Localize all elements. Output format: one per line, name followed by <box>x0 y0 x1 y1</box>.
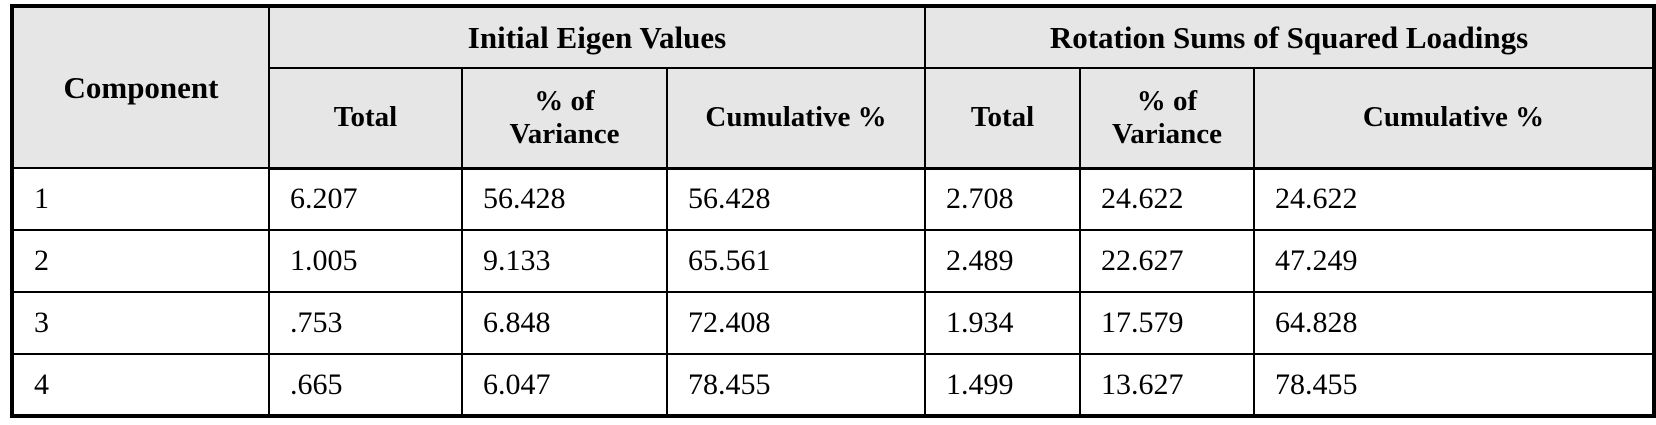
subheader-initial-total: Total <box>268 67 463 170</box>
cell-rotation-cumulative: 24.622 <box>1253 167 1656 231</box>
table-row: 2 1.005 9.133 65.561 2.489 22.627 47.249 <box>11 229 1656 293</box>
subheader-initial-cumulative: Cumulative % <box>665 67 927 170</box>
cell-rotation-cumulative: 64.828 <box>1253 291 1656 355</box>
eigen-values-table: Component Initial Eigen Values Rotation … <box>10 4 1656 418</box>
cell-rotation-total: 2.708 <box>924 167 1082 231</box>
cell-initial-pct-variance: 9.133 <box>461 229 668 293</box>
subheader-rotation-cumulative: Cumulative % <box>1253 67 1656 170</box>
cell-initial-pct-variance: 6.047 <box>461 353 668 417</box>
component-column-header: Component <box>11 5 270 169</box>
table-row: 1 6.207 56.428 56.428 2.708 24.622 24.62… <box>11 167 1656 231</box>
group-header-rotation-sums: Rotation Sums of Squared Loadings <box>924 5 1656 69</box>
cell-rotation-pct-variance: 17.579 <box>1079 291 1256 355</box>
table-body: 1 6.207 56.428 56.428 2.708 24.622 24.62… <box>11 167 1656 417</box>
cell-component: 1 <box>11 167 270 231</box>
group-header-row: Component Initial Eigen Values Rotation … <box>11 5 1656 169</box>
cell-rotation-pct-variance: 13.627 <box>1079 353 1256 417</box>
table-row: 3 .753 6.848 72.408 1.934 17.579 64.828 <box>11 291 1656 355</box>
cell-rotation-cumulative: 47.249 <box>1253 229 1656 293</box>
subheader-rotation-pct-variance: % of Variance <box>1079 67 1256 170</box>
cell-rotation-pct-variance: 22.627 <box>1079 229 1256 293</box>
cell-rotation-cumulative: 78.455 <box>1253 353 1656 417</box>
cell-initial-pct-variance: 6.848 <box>461 291 668 355</box>
group-header-initial-eigen-values: Initial Eigen Values <box>267 5 927 69</box>
cell-initial-total: 1.005 <box>268 229 463 293</box>
cell-initial-cumulative: 72.408 <box>665 291 927 355</box>
cell-component: 2 <box>11 229 270 293</box>
cell-rotation-total: 1.934 <box>924 291 1082 355</box>
cell-initial-cumulative: 65.561 <box>665 229 927 293</box>
subheader-initial-pct-variance: % of Variance <box>461 67 668 170</box>
cell-initial-total: 6.207 <box>268 167 463 231</box>
sub-header-row: Total % of Variance Cumulative % Total %… <box>12 67 1656 170</box>
table-header: Component Initial Eigen Values Rotation … <box>11 5 1656 170</box>
cell-initial-pct-variance: 56.428 <box>461 167 668 231</box>
cell-initial-total: .753 <box>268 291 463 355</box>
cell-initial-cumulative: 78.455 <box>665 353 927 417</box>
cell-rotation-total: 2.489 <box>924 229 1082 293</box>
cell-component: 4 <box>11 353 270 417</box>
cell-initial-cumulative: 56.428 <box>665 167 927 231</box>
subheader-rotation-total: Total <box>924 67 1082 170</box>
cell-initial-total: .665 <box>268 353 463 417</box>
cell-component: 3 <box>11 291 270 355</box>
cell-rotation-pct-variance: 24.622 <box>1079 167 1256 231</box>
table-row: 4 .665 6.047 78.455 1.499 13.627 78.455 <box>11 353 1656 417</box>
cell-rotation-total: 1.499 <box>924 353 1082 417</box>
